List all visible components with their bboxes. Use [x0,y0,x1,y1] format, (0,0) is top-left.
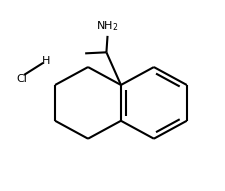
Text: Cl: Cl [16,74,27,84]
Text: H: H [42,56,51,66]
Text: NH$_2$: NH$_2$ [96,19,119,33]
